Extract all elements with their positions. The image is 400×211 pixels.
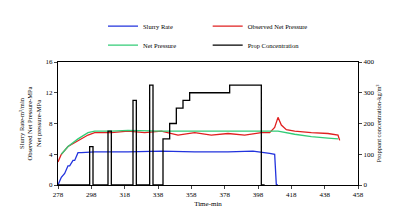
svg-text:438: 438 xyxy=(319,191,330,199)
svg-text:300: 300 xyxy=(363,89,374,97)
svg-text:Slurry Rate: Slurry Rate xyxy=(143,23,173,30)
svg-text:Slurry Rate-m³/minObserved Net: Slurry Rate-m³/minObserved Net Pressure-… xyxy=(18,86,42,160)
svg-text:Proppant concentration-kg/m³: Proppant concentration-kg/m³ xyxy=(375,84,382,162)
svg-text:16: 16 xyxy=(46,58,54,66)
svg-text:Net Pressure: Net Pressure xyxy=(143,42,176,49)
svg-text:278: 278 xyxy=(53,191,64,199)
svg-text:358: 358 xyxy=(186,191,197,199)
svg-text:318: 318 xyxy=(119,191,130,199)
svg-text:Prop Concentration: Prop Concentration xyxy=(248,42,299,49)
svg-text:0: 0 xyxy=(363,181,367,189)
svg-text:4: 4 xyxy=(49,151,53,159)
svg-text:200: 200 xyxy=(363,120,374,128)
svg-text:12: 12 xyxy=(46,89,54,97)
svg-text:400: 400 xyxy=(363,58,374,66)
svg-text:378: 378 xyxy=(219,191,230,199)
svg-text:338: 338 xyxy=(153,191,164,199)
svg-text:298: 298 xyxy=(86,191,97,199)
svg-text:398: 398 xyxy=(253,191,264,199)
svg-text:0: 0 xyxy=(49,181,53,189)
svg-text:418: 418 xyxy=(286,191,297,199)
svg-text:458: 458 xyxy=(353,191,364,199)
svg-text:Observed Net Pressure: Observed Net Pressure xyxy=(248,23,308,30)
svg-text:Time-min: Time-min xyxy=(194,200,222,208)
svg-text:100: 100 xyxy=(363,151,374,159)
svg-text:8: 8 xyxy=(49,120,53,128)
